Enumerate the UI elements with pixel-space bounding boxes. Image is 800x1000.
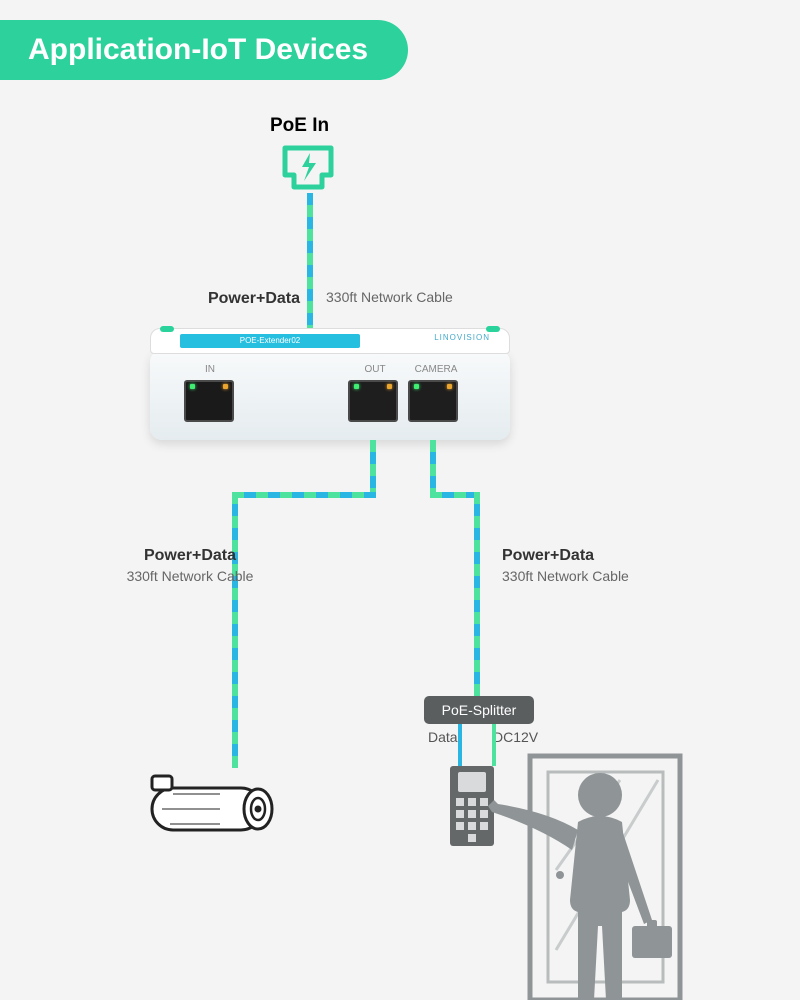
door-access-icon: [430, 750, 730, 1000]
port-out-label: OUT: [350, 364, 400, 375]
cable-camera-h: [430, 492, 478, 498]
poe-in-label: PoE In: [270, 115, 329, 137]
cable-left-label: Power+Data 330ft Network Cable: [90, 545, 290, 587]
cable-camera-v1: [430, 440, 436, 495]
cable-poe-to-extender: [307, 193, 313, 350]
cable-label-top-sub: 330ft Network Cable: [326, 288, 453, 308]
page-title: Application-IoT Devices: [28, 33, 368, 67]
device-model-label: POE-Extender02: [180, 334, 360, 348]
cable-out-v1: [370, 440, 376, 495]
mount-tab-right: [486, 326, 500, 332]
cable-camera-v2: [474, 492, 480, 696]
ip-camera-icon: [150, 768, 290, 840]
title-banner: Application-IoT Devices: [0, 20, 408, 80]
cable-label-top: Power+Data: [150, 288, 300, 310]
splitter-out-power-label: DC12V: [493, 728, 538, 748]
port-camera: [408, 380, 458, 422]
port-out: [348, 380, 398, 422]
poe-extender-device: POE-Extender02 LINOVISION IN OUT CAMERA: [150, 350, 510, 440]
poe-splitter: PoE-Splitter: [424, 696, 534, 724]
mount-tab-left: [160, 326, 174, 332]
cable-out-v2: [232, 492, 238, 768]
cable-out-h: [232, 492, 376, 498]
port-in: [184, 380, 234, 422]
device-brand-label: LINOVISION: [434, 333, 490, 342]
port-in-label: IN: [188, 364, 232, 375]
splitter-out-data-label: Data: [428, 728, 458, 748]
poe-source-icon: [282, 145, 334, 193]
cable-right-label: Power+Data 330ft Network Cable: [502, 545, 702, 587]
port-camera-label: CAMERA: [406, 364, 466, 375]
